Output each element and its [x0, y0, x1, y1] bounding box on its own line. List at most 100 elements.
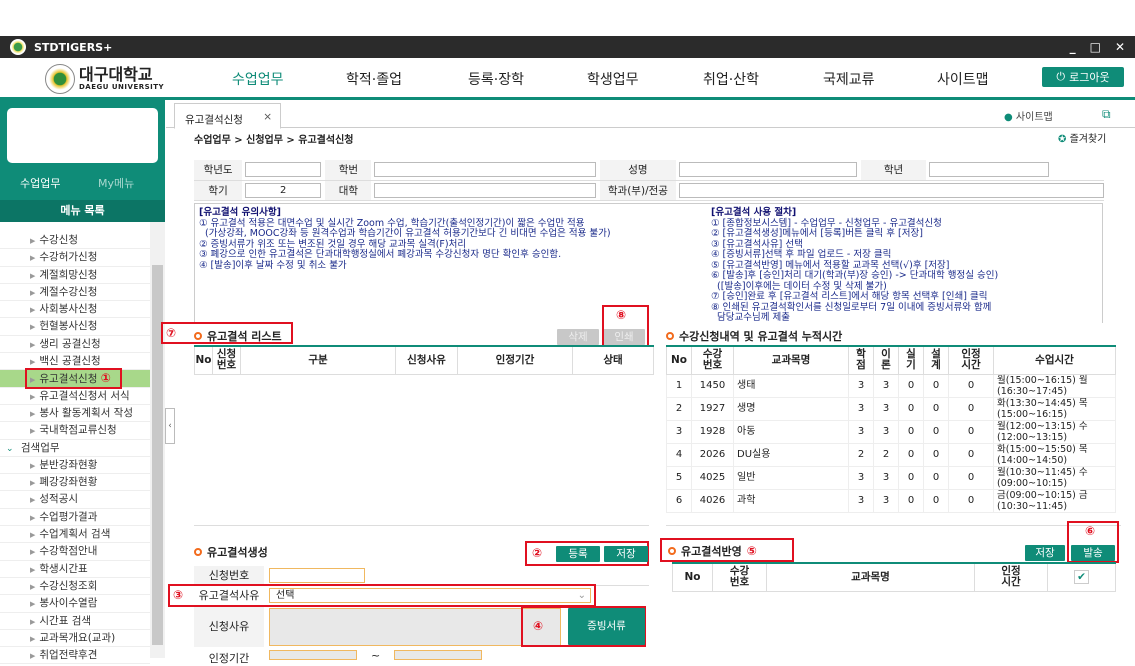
- reason-textarea[interactable]: [269, 608, 561, 646]
- nav-employment[interactable]: 취업·산학: [703, 72, 759, 88]
- nav-class-affairs[interactable]: 수업업무: [232, 72, 284, 88]
- minimize-button[interactable]: _: [1069, 40, 1076, 54]
- save-button[interactable]: 저장: [604, 546, 648, 562]
- nav-academic-records[interactable]: 학적·졸업: [346, 72, 402, 88]
- collapse-sidebar-button[interactable]: ‹: [165, 408, 175, 444]
- sidebar-item[interactable]: ▶ 수강학점안내: [0, 543, 150, 561]
- course-cell: 0: [898, 488, 924, 513]
- logout-button[interactable]: ⏻ 로그아웃: [1042, 67, 1124, 87]
- tab-strip: 유고결석신청 × ● 사이트맵 ⧉: [166, 100, 1135, 129]
- sidebar-item[interactable]: ▶ 국내학점교류신청: [0, 422, 150, 440]
- sidebar-group-search[interactable]: ⌄ 검색업무: [0, 440, 150, 457]
- sidebar-item[interactable]: ▶ 계절희망신청: [0, 267, 150, 284]
- menu-list-title: 메뉴 목록: [0, 200, 165, 222]
- course-row[interactable]: 3 1928 아동 3 3 0 0 0 월(12:00~13:15) 수(12:00~13:15…: [666, 419, 1116, 444]
- period-end-field[interactable]: [394, 650, 482, 660]
- label-semester: 학기: [194, 180, 243, 201]
- evidence-button[interactable]: 증빙서류: [568, 608, 645, 645]
- sidebar-item[interactable]: ▶ 분반강좌현황: [0, 457, 150, 475]
- sidebar-item[interactable]: ▶ 성적공시: [0, 491, 150, 509]
- name-field: [678, 162, 857, 178]
- window-toggle-icon[interactable]: ⧉: [1102, 107, 1111, 121]
- apply-save-button[interactable]: 저장: [1025, 545, 1065, 561]
- sidebar-tab-class[interactable]: 수업업무: [20, 177, 61, 190]
- course-cell: 0: [948, 419, 994, 444]
- course-row[interactable]: 1 1450 생태 3 3 0 0 0 월(15:00~16:15) 월(16:30~17:45…: [666, 373, 1116, 398]
- sidebar-item-absence-request[interactable]: ▶ 유고결석신청 ①: [0, 368, 150, 390]
- course-cell: 3: [873, 396, 899, 421]
- sidebar-item[interactable]: ▶ 유고결석신청서 서식: [0, 388, 150, 405]
- sidebar-item[interactable]: ▶ 수강허가신청: [0, 249, 150, 267]
- checkbox-icon: ✔: [1074, 569, 1089, 584]
- course-cell: 3: [848, 488, 874, 513]
- course-cell: 3: [873, 465, 899, 490]
- sidebar-item[interactable]: ▶ 헌혈봉사신청: [0, 318, 150, 336]
- close-tab-icon[interactable]: ×: [263, 111, 272, 123]
- label-reason-type: 유고결석사유: [198, 589, 260, 602]
- course-row[interactable]: 6 4026 과학 3 3 0 0 0 금(09:00~10:15) 금(10:30~11:45…: [666, 488, 1116, 513]
- sidebar-item[interactable]: ▶ 시간표 검색: [0, 613, 150, 630]
- sidebar-tab-my-menu[interactable]: My메뉴: [98, 177, 135, 190]
- print-button[interactable]: 인쇄: [603, 329, 645, 345]
- course-cell: 0: [948, 465, 994, 490]
- sidebar-item[interactable]: ▶ 폐강강좌현황: [0, 474, 150, 492]
- favorite-button[interactable]: ✪ 즐겨찾기: [1058, 134, 1107, 145]
- course-row[interactable]: 2 1927 생명 3 3 0 0 0 화(13:30~14:45) 목(15:00~16:15…: [666, 396, 1116, 421]
- university-logo[interactable]: 대구대학교 DAEGU UNIVERSITY: [45, 64, 164, 94]
- maximize-button[interactable]: □: [1089, 40, 1101, 54]
- sidebar-menu: ▶ 수강신청 ▶ 수강허가신청 ▶ 계절희망신청 ▶ 계절수강신청 ▶ 사회봉사신청 ▶ 헌…: [0, 232, 150, 665]
- request-no-field[interactable]: [269, 568, 365, 583]
- nav-student-affairs[interactable]: 학생업무: [587, 72, 639, 88]
- nav-registration[interactable]: 등록·장학: [468, 72, 524, 88]
- course-cell: 3: [848, 465, 874, 490]
- delete-button[interactable]: 삭제: [557, 329, 599, 345]
- create-title: 유고결석생성: [194, 544, 268, 560]
- course-cell: 0: [923, 442, 949, 467]
- sitemap-link[interactable]: ● 사이트맵: [1004, 112, 1053, 123]
- nav-sitemap[interactable]: 사이트맵: [937, 72, 989, 88]
- course-row[interactable]: 5 4025 일반 3 3 0 0 0 월(10:30~11:45) 수(09:00~10:15…: [666, 465, 1116, 490]
- power-icon: ⏻: [1056, 70, 1066, 83]
- reason-type-select[interactable]: 선택 ⌄: [269, 588, 591, 603]
- sidebar-item[interactable]: ▶ 수업계획서 검색: [0, 526, 150, 544]
- send-button[interactable]: 발송: [1071, 545, 1115, 561]
- course-cell: 1927: [691, 396, 734, 421]
- sidebar-scroll-thumb[interactable]: [152, 265, 163, 645]
- sidebar-item[interactable]: ▶ 수강신청조회: [0, 578, 150, 596]
- course-cell: 4025: [691, 465, 734, 490]
- course-cell: 월(15:00~16:15) 월(16:30~17:45): [993, 373, 1116, 398]
- course-cell: 6: [666, 488, 692, 513]
- course-cell: 1450: [691, 373, 734, 398]
- course-cell: 생명: [733, 396, 849, 421]
- close-window-button[interactable]: ✕: [1114, 40, 1125, 54]
- sidebar-item[interactable]: ▶ 취업전략후견: [0, 647, 150, 665]
- course-row[interactable]: 4 2026 DU실용 2 2 0 0 0 화(15:00~15:50) 목(14:00~14:…: [666, 442, 1116, 467]
- period-start-field[interactable]: [269, 650, 357, 660]
- label-year: 학년도: [194, 160, 243, 181]
- app-logo-icon: [10, 39, 26, 55]
- sidebar-item[interactable]: ▶ 교과목개요(교과): [0, 630, 150, 648]
- tab-absence-request[interactable]: 유고결석신청 ×: [174, 103, 281, 129]
- brand-name: 대구대학교: [79, 65, 153, 84]
- highlight-box: [521, 606, 646, 647]
- course-cell: 일반: [733, 465, 849, 490]
- sidebar-item[interactable]: ▶ 봉사 활동계획서 작성: [0, 405, 150, 423]
- sidebar-item[interactable]: ▶ 사회봉사신청: [0, 301, 150, 319]
- window-title: STDTIGERS+: [34, 40, 113, 54]
- sidebar-item[interactable]: ▶ 생리 공결신청: [0, 336, 150, 354]
- college-field: [374, 182, 597, 198]
- university-seal-icon: [45, 64, 75, 94]
- sidebar-item[interactable]: ▶ 봉사이수열람: [0, 595, 150, 613]
- callout-7: ⑦: [166, 326, 177, 340]
- course-cell: 4: [666, 442, 692, 467]
- sidebar-item[interactable]: ▶ 계절수강신청: [0, 284, 150, 302]
- sidebar-item[interactable]: ▶ 수업평가결과: [0, 509, 150, 527]
- label-reason: 신청사유: [194, 607, 264, 647]
- select-all-checkbox[interactable]: ✔: [1047, 563, 1116, 592]
- register-button[interactable]: 등록: [556, 546, 600, 562]
- sidebar-item[interactable]: ▶ 수강신청: [0, 232, 150, 250]
- course-cell: 화(13:30~14:45) 목(15:00~16:15): [993, 396, 1116, 421]
- sidebar-item[interactable]: ▶ 학생시간표: [0, 561, 150, 578]
- course-cell: 0: [948, 488, 994, 513]
- nav-international[interactable]: 국제교류: [823, 72, 875, 88]
